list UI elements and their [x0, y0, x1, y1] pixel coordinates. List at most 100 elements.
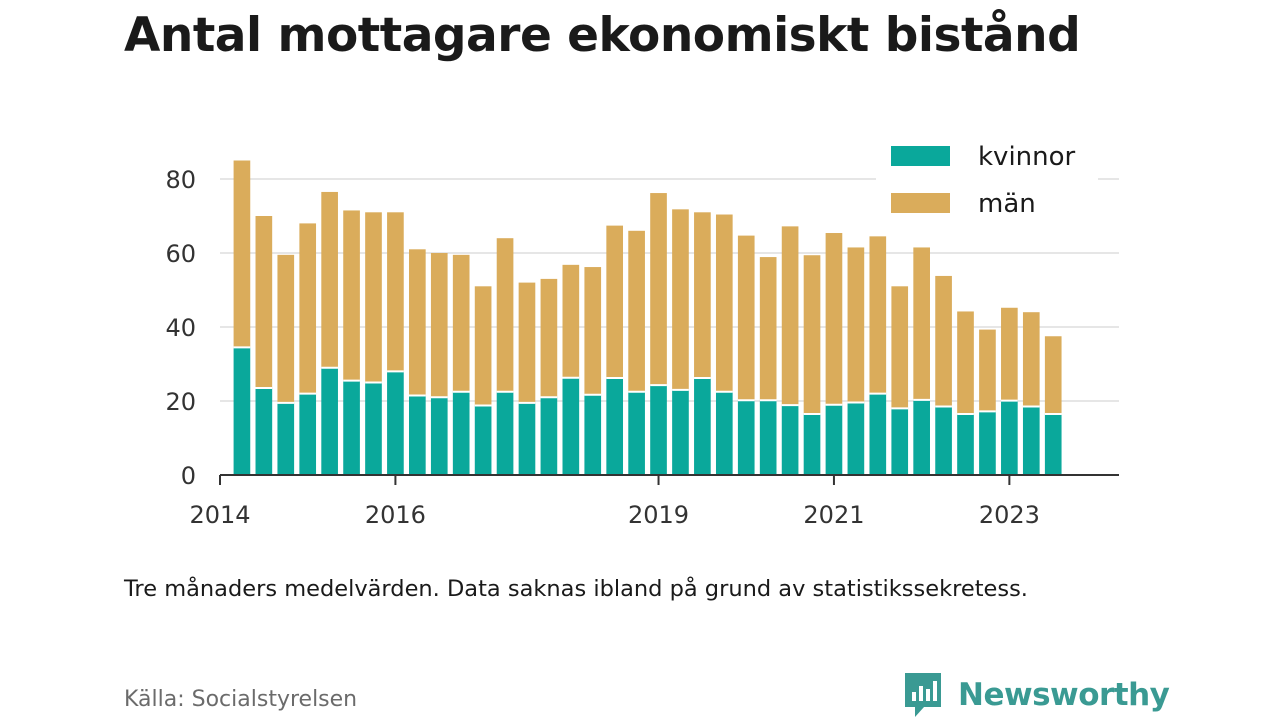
x-tick-label: 2016 [365, 501, 426, 529]
chart-note: Tre månaders medelvärden. Data saknas ib… [124, 576, 1028, 602]
bar-man [957, 311, 974, 414]
y-tick-label: 80 [165, 166, 196, 194]
bar-kvinnor [979, 411, 996, 475]
bar-kvinnor [891, 408, 909, 475]
y-tick-label: 40 [165, 314, 196, 342]
bar-kvinnor [321, 367, 338, 475]
bar-man [321, 191, 338, 368]
bar-man [737, 235, 755, 401]
bar-kvinnor [715, 391, 733, 475]
bar-kvinnor [584, 394, 602, 475]
bar-man [913, 247, 930, 400]
bar-kvinnor [957, 413, 974, 475]
bar-man [715, 214, 733, 392]
bar-man [869, 236, 887, 394]
legend-swatch-kvinnor [891, 146, 950, 166]
bar-man [1044, 336, 1062, 414]
bar-kvinnor [540, 397, 558, 475]
bar-kvinnor [869, 393, 887, 475]
bar-man [452, 254, 470, 392]
brand-logo: Newsworthy [902, 670, 1170, 720]
bar-kvinnor [672, 389, 689, 475]
x-tick-label: 2014 [189, 501, 250, 529]
bar-man [891, 286, 909, 409]
bar-man [672, 209, 689, 390]
bar-man [584, 267, 602, 395]
bar-kvinnor [299, 393, 317, 475]
x-tick-label: 2019 [628, 501, 689, 529]
bar-kvinnor [409, 395, 426, 475]
bar-man [825, 233, 843, 405]
bar-kvinnor [935, 406, 952, 475]
bar-man [803, 255, 821, 414]
bar-man [759, 257, 777, 401]
bar-kvinnor [365, 382, 382, 475]
y-tick-label: 0 [181, 462, 196, 490]
legend: kvinnor män [876, 138, 1098, 230]
bar-man [496, 238, 514, 392]
bar-man [628, 230, 645, 392]
y-tick-label: 20 [165, 388, 196, 416]
source-label: Källa: Socialstyrelsen [124, 687, 358, 712]
bar-man [233, 160, 251, 348]
newsworthy-logo-icon [905, 673, 941, 717]
bar-kvinnor [650, 385, 667, 475]
bar-kvinnor [825, 404, 843, 475]
x-tick-label: 2023 [979, 501, 1040, 529]
bar-man [847, 247, 865, 403]
bar-man [387, 212, 404, 372]
bar-kvinnor [913, 399, 930, 475]
bar-kvinnor [759, 400, 777, 475]
bar-man [540, 278, 558, 398]
bar-man [694, 212, 711, 379]
bar-kvinnor [343, 380, 360, 475]
bar-kvinnor [430, 397, 448, 475]
bar-kvinnor [277, 402, 295, 475]
bar-man [518, 282, 536, 403]
bar-man [650, 193, 667, 386]
axes: 0 20 40 60 80 2014 2016 2019 2021 2023 [165, 166, 1119, 529]
bar-kvinnor [847, 402, 865, 475]
bar-kvinnor [233, 347, 251, 475]
bar-kvinnor [803, 413, 821, 475]
bars [233, 160, 1062, 475]
bar-man [1001, 307, 1018, 401]
bar-man [343, 210, 360, 381]
chart-title: Antal mottagare ekonomiskt bistånd [124, 8, 1081, 63]
y-tick-label: 60 [165, 240, 196, 268]
bar-man [409, 249, 426, 396]
bar-kvinnor [628, 391, 645, 475]
stacked-bar-chart: 0 20 40 60 80 2014 2016 2019 2021 2023 kvinnor mä… [165, 138, 1119, 529]
bar-man [474, 286, 492, 406]
bar-man [562, 264, 580, 378]
bar-kvinnor [1022, 406, 1040, 475]
bar-man [781, 226, 799, 406]
x-tick-label: 2021 [803, 501, 864, 529]
bar-kvinnor [474, 405, 492, 475]
bar-man [255, 216, 273, 389]
legend-label-man: män [978, 189, 1036, 219]
bar-man [979, 329, 996, 412]
bar-man [365, 212, 382, 383]
bar-kvinnor [694, 378, 711, 475]
bar-man [1022, 312, 1040, 407]
bar-kvinnor [452, 391, 470, 475]
bar-kvinnor [606, 378, 624, 475]
bar-kvinnor [1001, 400, 1018, 475]
bar-kvinnor [496, 391, 514, 475]
bar-kvinnor [387, 371, 404, 475]
legend-swatch-man [891, 193, 950, 213]
bar-man [430, 253, 448, 398]
bar-kvinnor [1044, 413, 1062, 475]
brand-name: Newsworthy [958, 677, 1170, 713]
bar-kvinnor [255, 388, 273, 475]
bar-kvinnor [562, 377, 580, 475]
bar-man [277, 254, 295, 403]
bar-kvinnor [518, 402, 536, 475]
legend-label-kvinnor: kvinnor [978, 142, 1076, 172]
bar-kvinnor [781, 405, 799, 475]
bar-kvinnor [737, 400, 755, 475]
bar-man [606, 225, 624, 379]
bar-man [935, 275, 952, 407]
bar-man [299, 223, 317, 394]
